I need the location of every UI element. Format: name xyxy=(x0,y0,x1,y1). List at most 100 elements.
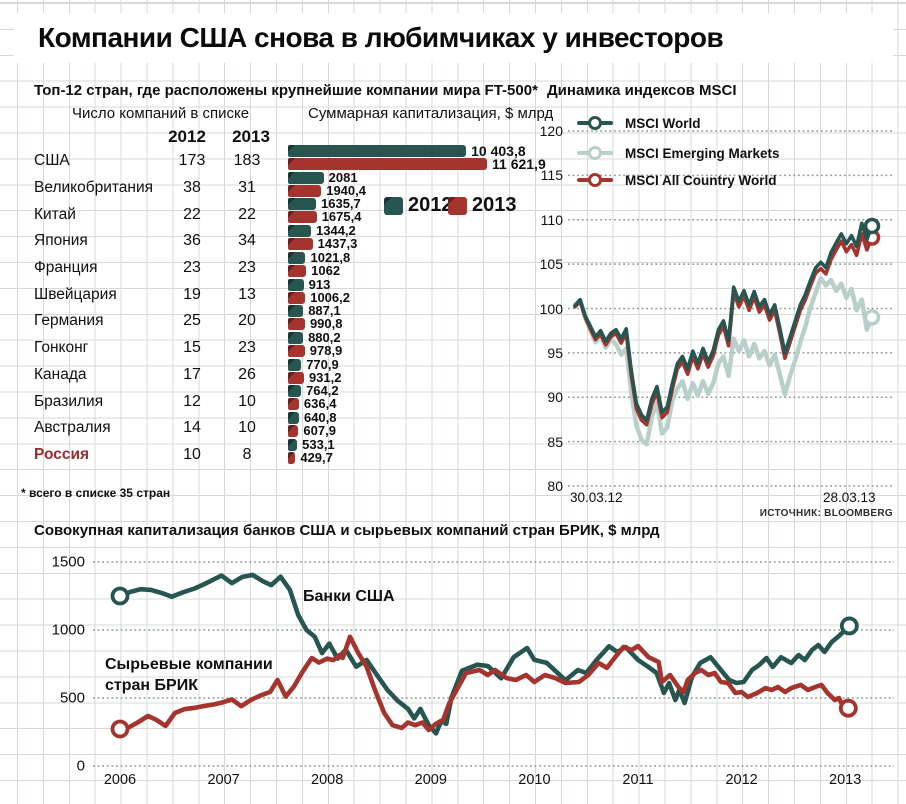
bar-2012 xyxy=(288,305,304,318)
bar-value-label: 1062 xyxy=(311,262,341,278)
count-2012: 173 xyxy=(178,152,206,170)
world-circle-marker-icon xyxy=(588,116,602,130)
bar-pair: 1344,2 1437,3 xyxy=(288,223,708,252)
x-tick-label: 2011 xyxy=(622,772,654,788)
y-tick-label: 1000 xyxy=(51,621,85,639)
country-label: Швейцария xyxy=(34,285,117,303)
bar-2013 xyxy=(288,425,299,437)
count-2013: 31 xyxy=(238,179,256,197)
country-label: Германия xyxy=(34,312,104,330)
msci-x-start-label: 30.03.12 xyxy=(570,490,623,505)
bar-value-label: 10 403,8 xyxy=(471,143,526,159)
table-row: Китай 22 22 xyxy=(34,201,280,228)
country-label: Гонконг xyxy=(34,339,89,357)
bar-2013 xyxy=(288,238,313,251)
bar-2013 xyxy=(288,344,305,357)
series-line-MSCI World xyxy=(573,221,874,423)
bar-2013 xyxy=(288,291,306,304)
bar-2013 xyxy=(288,264,307,277)
count-2012: 38 xyxy=(183,179,201,197)
bar-value-label: 978,9 xyxy=(309,342,343,358)
em-circle-marker-icon xyxy=(588,146,602,160)
table-row: Гонконг 15 23 xyxy=(34,335,280,362)
legend-label-2013: 2013 xyxy=(472,194,517,216)
bar-2012 xyxy=(288,251,306,264)
bar-2013 xyxy=(288,211,317,224)
count-2013: 13 xyxy=(238,285,256,303)
bar-legend-2013: 2013 xyxy=(448,194,517,217)
bar-2012 xyxy=(288,198,316,211)
bar-value-label: 1635,7 xyxy=(321,196,361,212)
acw-circle-marker-icon xyxy=(588,173,602,187)
msci-x-end-label: 28.03.13 xyxy=(823,490,876,505)
country-label: Франция xyxy=(34,259,98,277)
y-tick-label: 120 xyxy=(539,123,563,139)
table-row: США 173 183 xyxy=(34,148,280,175)
y-tick-label: 500 xyxy=(59,689,85,707)
x-tick-label: 2013 xyxy=(829,772,862,788)
country-label: США xyxy=(34,152,70,170)
bar-value-label: 1437,3 xyxy=(317,236,358,252)
bar-2013 xyxy=(288,371,304,384)
bar-pair: 2081 1940,4 xyxy=(288,171,708,198)
bar-2012 xyxy=(288,385,302,398)
bar-2012 xyxy=(288,358,302,371)
bar-value-label: 636,4 xyxy=(303,396,337,412)
table-row: Швейцария 19 13 xyxy=(34,281,280,308)
bar-pair: 887,1 990,8 xyxy=(288,304,708,331)
count-2013: 26 xyxy=(238,365,256,383)
bar-value-label: 11 621,9 xyxy=(492,156,546,172)
series-endpoint-marker xyxy=(110,719,130,739)
bar-2013 xyxy=(288,451,296,464)
legend-label-2012: 2012 xyxy=(408,194,453,216)
count-2012: 36 xyxy=(183,232,201,250)
bar-2012 xyxy=(288,412,299,424)
page-title: Компании США снова в любимчиках у инвест… xyxy=(38,22,724,53)
bar-2013 xyxy=(288,398,299,411)
bar-value-label: 770,9 xyxy=(306,356,339,372)
count-2013: 8 xyxy=(242,445,252,463)
msci-legend-em: MSCI Emerging Markets xyxy=(577,145,780,161)
count-2012: 17 xyxy=(183,365,201,383)
bar-value-label: 640,8 xyxy=(303,410,337,425)
banks-line-label: Банки США xyxy=(303,588,395,605)
bar-pair: 770,9 931,2 xyxy=(288,356,708,385)
bar-value-label: 1344,2 xyxy=(316,223,356,239)
series-endpoint-marker xyxy=(110,586,130,606)
table-row: Бразилия 12 10 xyxy=(34,388,280,415)
series-line-Сырьевые компании стран БРИК xyxy=(117,634,851,733)
country-label: Великобритания xyxy=(34,179,154,197)
series-line-MSCI Emerging Markets xyxy=(572,276,875,447)
y-tick-label: 85 xyxy=(547,433,563,450)
country-label: Австралия xyxy=(34,419,111,437)
count-2013: 23 xyxy=(238,259,256,277)
bar-value-label: 1940,4 xyxy=(326,182,366,198)
bar-pair: 1021,8 1062 xyxy=(288,249,708,278)
bar-value-label: 913 xyxy=(308,276,331,292)
country-label: Россия xyxy=(34,445,90,463)
bar-pair: 880,2 978,9 xyxy=(288,331,708,358)
y-tick-label: 105 xyxy=(539,256,563,273)
bar-pair: 10 403,8 11 621,9 xyxy=(288,143,708,172)
count-2012: 14 xyxy=(183,419,201,437)
bar-value-label: 533,1 xyxy=(302,436,335,452)
bar-2012 xyxy=(288,171,324,184)
ft500-subtitle: Топ-12 стран, где расположены крупнейшие… xyxy=(34,82,538,99)
count-2012: 25 xyxy=(183,312,201,330)
msci-legend-acw-label: MSCI All Country World xyxy=(625,172,777,188)
year-header-2013: 2013 xyxy=(232,127,270,146)
bar-2012 xyxy=(288,331,304,344)
legend-swatch-2012-icon xyxy=(384,196,403,215)
count-2012: 22 xyxy=(183,205,201,223)
y-tick-label: 90 xyxy=(547,389,563,406)
title-band: Компании США снова в любимчиках у инвест… xyxy=(14,13,893,63)
count-2013: 10 xyxy=(238,392,256,410)
bar-value-label: 1675,4 xyxy=(321,209,362,225)
bar-value-label: 1021,8 xyxy=(310,249,351,265)
bar-value-label: 607,9 xyxy=(303,423,336,438)
y-tick-label: 95 xyxy=(547,344,563,361)
count-2013: 20 xyxy=(238,312,256,330)
country-label: Китай xyxy=(34,205,76,223)
country-label: Бразилия xyxy=(34,392,104,410)
